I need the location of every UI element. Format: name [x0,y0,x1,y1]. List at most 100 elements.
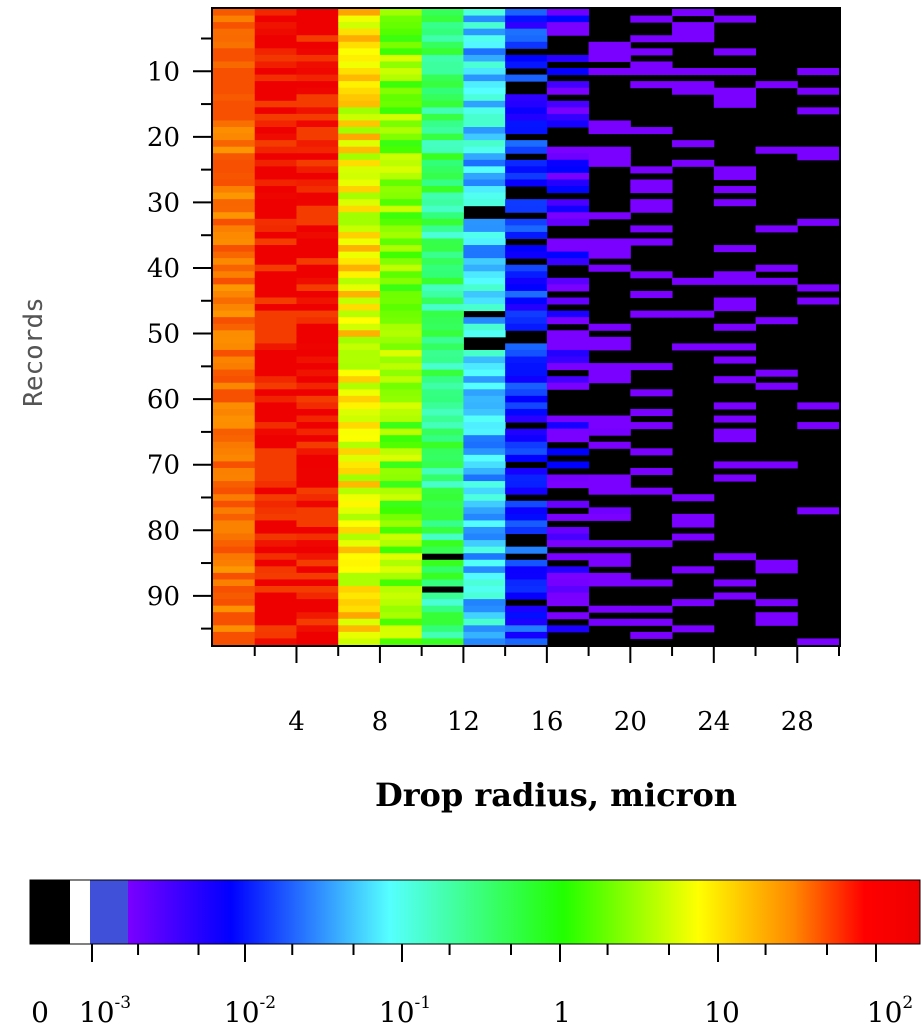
heatmap-cell [254,579,297,587]
heatmap-cell [505,389,548,397]
heatmap-cell [379,166,423,174]
heatmap-cell [296,81,339,89]
heatmap-cell [797,153,840,161]
heatmap-cell [421,618,464,626]
heatmap-cell [254,81,297,89]
heatmap-cell [213,120,256,128]
heatmap-cell [254,540,297,548]
heatmap-cell [379,310,423,318]
heatmap-cell [463,297,506,305]
heatmap-cell [254,422,297,430]
colorbar-label: 1 [553,996,571,1029]
heatmap-cell [213,186,256,194]
heatmap-cell [213,389,256,397]
y-tick-label: 40 [147,254,180,284]
heatmap-cell [546,238,590,246]
heatmap-cell [213,605,256,613]
heatmap-cell [546,81,590,89]
heatmap-cell [463,231,506,239]
heatmap-cell [213,435,256,443]
heatmap-cell [588,618,631,626]
heatmap-cell [379,218,423,226]
heatmap-cell [588,54,631,62]
heatmap-cell [213,592,256,600]
heatmap-cell [463,513,506,521]
heatmap-cell [379,192,423,200]
heatmap-cell [338,487,381,495]
heatmap-cell [546,599,590,607]
heatmap-cell [421,415,464,423]
heatmap-cell [379,631,423,639]
heatmap-cell [463,323,506,331]
heatmap-cell [296,566,339,574]
heatmap-cell [338,553,381,561]
heatmap-cell [421,631,464,639]
heatmap-cell [505,251,548,259]
heatmap-cell [213,310,256,318]
heatmap-cell [588,559,631,567]
heatmap-cell [463,526,506,535]
heatmap-cell [463,218,506,226]
heatmap-cell [797,107,840,115]
heatmap-cell [421,199,464,207]
heatmap-cell [546,87,590,95]
heatmap-cell [505,481,548,489]
heatmap-cell [379,356,423,364]
heatmap-cell [797,507,840,515]
heatmap-cell [546,572,590,580]
heatmap-cell [338,113,381,121]
heatmap-cell [338,74,381,82]
heatmap-cell [505,408,548,417]
heatmap-cell [379,369,423,377]
heatmap-cell [213,461,256,469]
x-tick-label: 16 [530,707,563,737]
heatmap-cell [338,310,381,318]
heatmap-cell [338,356,381,364]
heatmap-cell [254,513,297,521]
heatmap-cell [421,225,464,233]
heatmap-cell [296,290,339,298]
heatmap-cell [254,28,297,36]
heatmap-cell [505,218,548,226]
heatmap-cell [296,212,339,220]
heatmap-cell [338,48,381,56]
heatmap-cell [338,153,381,161]
heatmap-cell [338,179,381,187]
heatmap-cell [338,9,381,17]
heatmap-cell [213,467,256,476]
heatmap-cell [421,100,464,108]
heatmap-cell [379,349,423,358]
colorbar-gradient [128,880,920,944]
heatmap-cell [672,494,715,502]
heatmap-cell [630,408,673,417]
heatmap-cell [296,382,339,390]
heatmap-cell [296,520,339,528]
heatmap-cell [213,258,256,266]
heatmap-cell [379,323,423,331]
heatmap-cell [797,87,840,95]
y-tick-label: 10 [147,57,180,87]
heatmap-cell [421,487,464,495]
heatmap-cell [797,68,840,76]
heatmap-cell [213,205,256,213]
heatmap-cell [546,251,590,259]
heatmap-cell [505,100,548,108]
heatmap-cell [546,422,590,430]
heatmap-cell [421,28,464,36]
heatmap-cell [338,540,381,548]
heatmap-cell [421,533,464,541]
heatmap-cell [379,153,423,161]
heatmap-cell [379,402,423,410]
heatmap-cell [213,277,256,285]
heatmap-cell [463,566,506,574]
heatmap-cell [421,572,464,580]
heatmap-cell [213,28,256,36]
heatmap-cell [213,87,256,95]
heatmap-cell [463,54,506,62]
heatmap-cell [254,631,297,639]
heatmap-cell [755,264,798,272]
heatmap-cell [296,376,339,384]
heatmap-cell [546,100,590,108]
heatmap-cell [254,382,297,390]
heatmap-cell [421,297,464,305]
